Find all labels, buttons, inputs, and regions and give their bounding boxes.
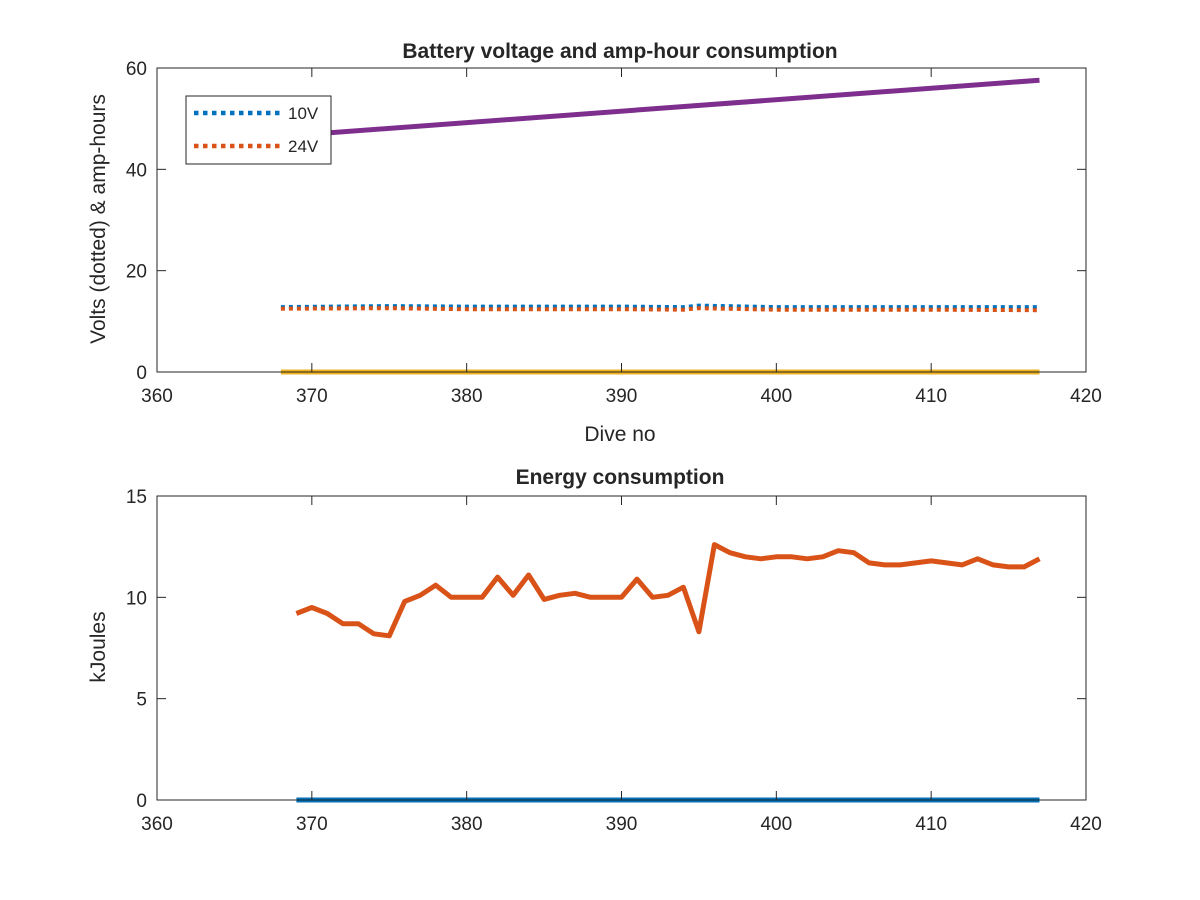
x-tick-label: 420	[1070, 814, 1102, 835]
legend-label-24v: 24V	[288, 137, 319, 156]
legend-box	[185, 95, 332, 165]
y-tick-label: 5	[136, 690, 147, 711]
x-tick-label: 360	[141, 814, 173, 835]
y-tick-label: 40	[126, 160, 147, 181]
x-tick-label: 420	[1070, 386, 1102, 407]
x-axis-label: Dive no	[584, 423, 655, 446]
y-tick-label: 0	[136, 791, 147, 812]
x-tick-label: 400	[760, 814, 792, 835]
axes-box	[156, 495, 1087, 801]
series-layer	[280, 77, 1040, 375]
chart-battery-voltage: Battery voltage and amp-hour consumption…	[87, 40, 1102, 446]
x-tick-label: 390	[606, 814, 638, 835]
series-line-24v	[280, 306, 1040, 313]
legend-label-10v: 10V	[288, 104, 319, 123]
y-tick-label: 10	[126, 588, 147, 609]
axes	[156, 495, 1087, 801]
y-tick-label: 0	[136, 363, 147, 384]
x-tick-label: 380	[451, 386, 483, 407]
x-tick-label: 400	[760, 386, 792, 407]
x-tick-label: 390	[606, 386, 638, 407]
y-tick-label: 15	[126, 487, 147, 508]
x-tick-label: 380	[451, 814, 483, 835]
series-line-1	[295, 542, 1041, 639]
y-tick-label: 60	[126, 59, 147, 80]
x-tick-label: 370	[296, 386, 328, 407]
tick-labels: 360 370 380 390 400 410 420 0 20 40 60	[126, 59, 1102, 407]
y-tick-label: 20	[126, 262, 147, 283]
chart-title: Battery voltage and amp-hour consumption	[402, 40, 837, 63]
x-tick-label: 410	[915, 386, 947, 407]
y-axis-label: Volts (dotted) & amp-hours	[87, 94, 110, 344]
series-line-10v	[280, 303, 1040, 310]
axes	[156, 67, 1087, 373]
x-tick-label: 410	[915, 814, 947, 835]
series-layer	[295, 542, 1041, 803]
chart-title: Energy consumption	[516, 466, 725, 489]
chart-energy-consumption: Energy consumption 360 370 380 390 400 410 420…	[87, 466, 1102, 835]
series-line-3	[280, 77, 1040, 139]
x-tick-label: 360	[141, 386, 173, 407]
tick-labels: 360 370 380 390 400 410 420 0 5 10 15	[126, 487, 1102, 835]
y-axis-label: kJoules	[87, 611, 110, 682]
x-tick-label: 370	[296, 814, 328, 835]
legend: 10V 24V	[185, 95, 332, 165]
